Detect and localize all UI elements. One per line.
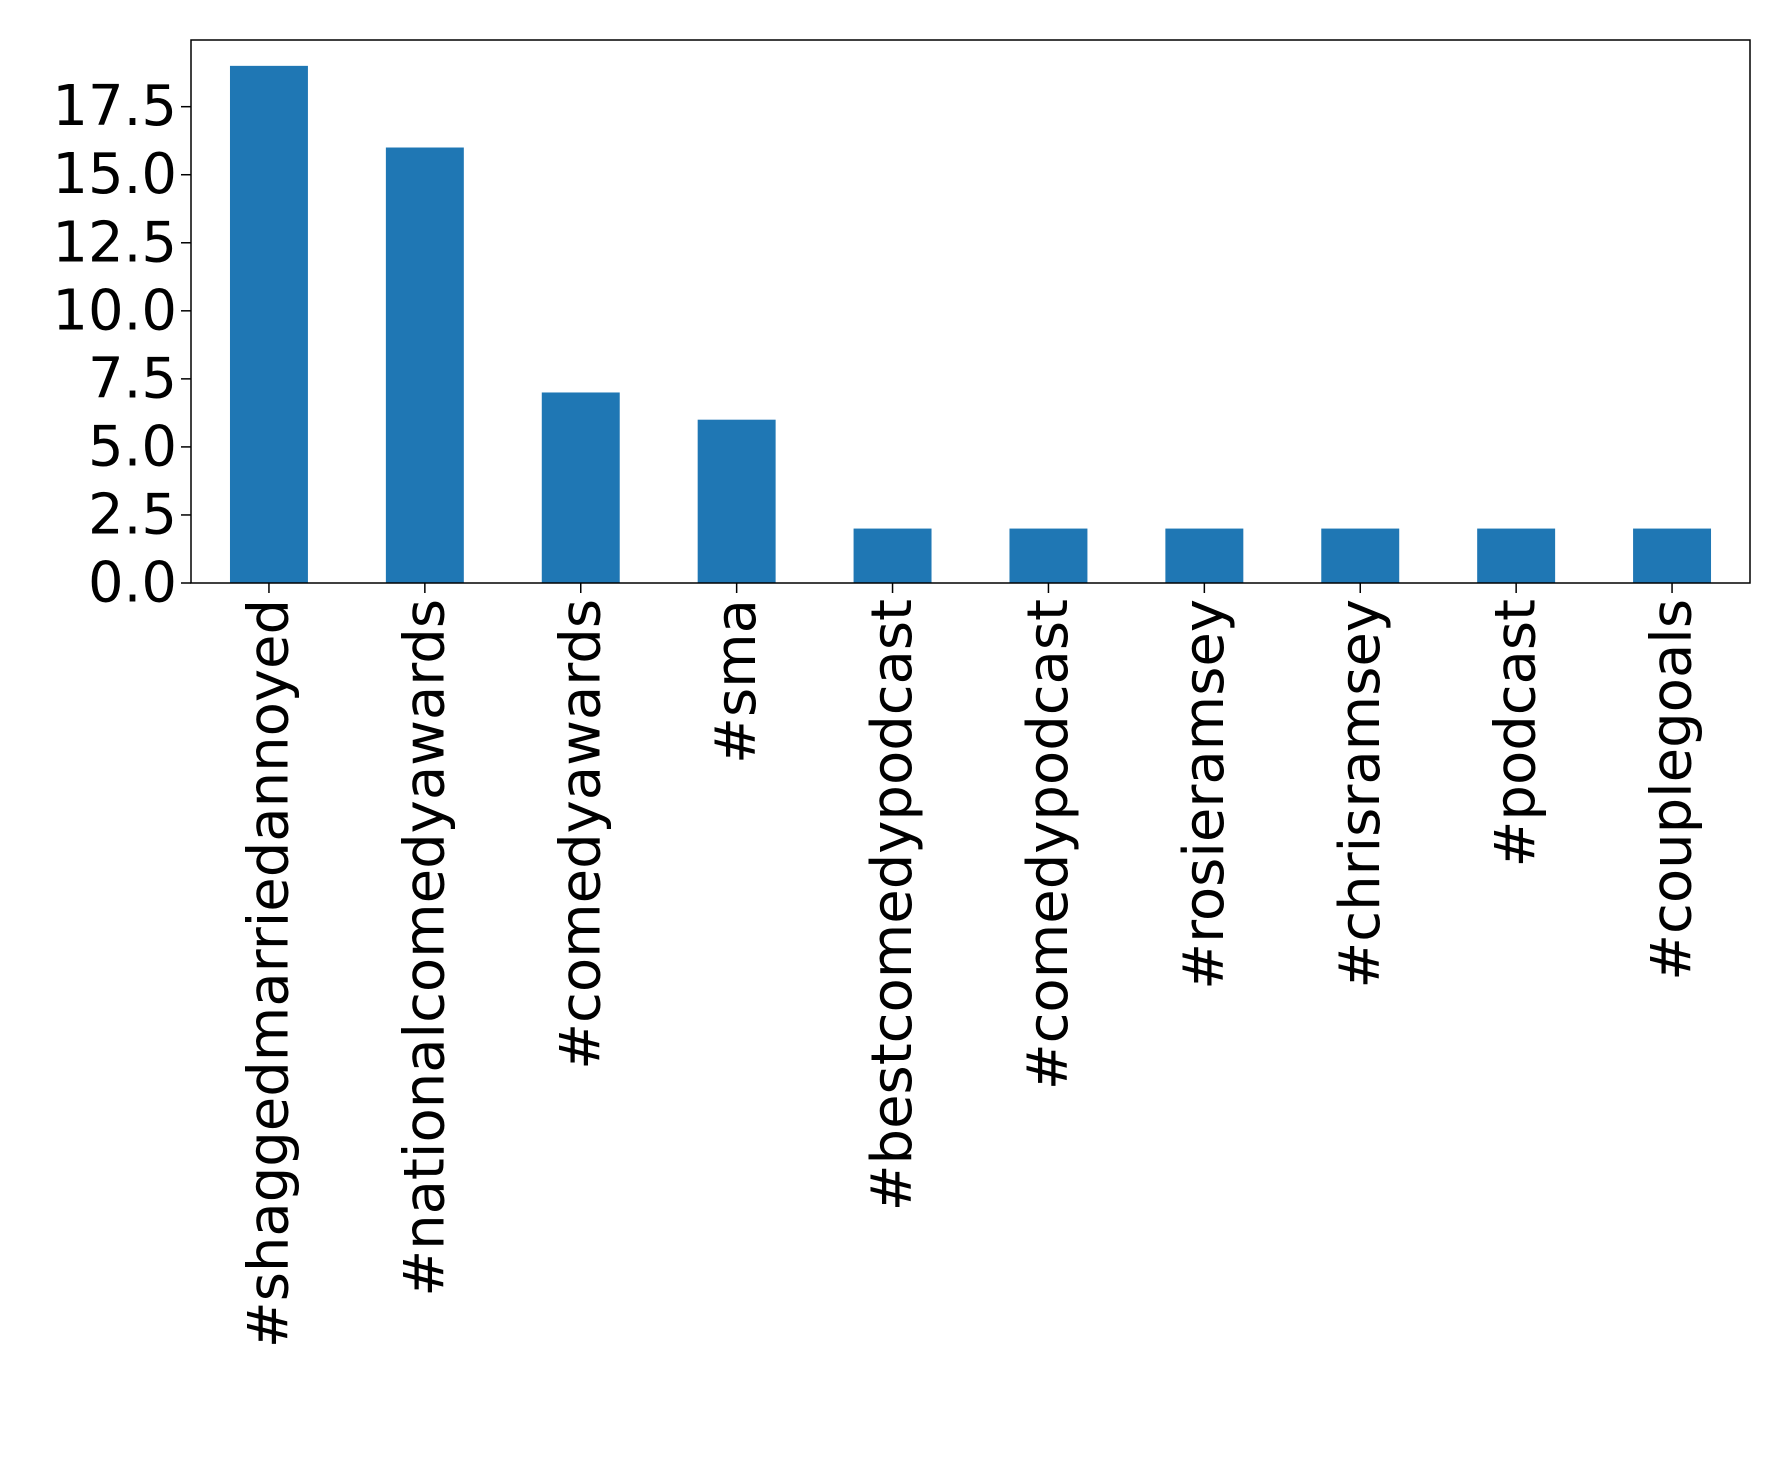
plot-frame <box>190 39 1751 584</box>
x-tick-label: #comedypodcast <box>1016 599 1081 1090</box>
bar-nationalcomedyawards <box>385 147 464 583</box>
y-tick-label: 17.5 <box>52 74 177 139</box>
y-tick-label: 5.0 <box>88 414 177 479</box>
x-tick-label: #bestcomedypodcast <box>860 599 925 1211</box>
bar-shaggedmarriedannoyed <box>229 65 308 584</box>
y-tick-label: 0.0 <box>88 551 177 616</box>
bar-couplegoals <box>1633 528 1712 583</box>
y-tick-label: 7.5 <box>88 346 177 411</box>
bar-comedypodcast <box>1009 528 1088 583</box>
x-tick-label: #rosieramsey <box>1172 599 1237 990</box>
y-tick-label: 2.5 <box>88 482 177 547</box>
bar-podcast <box>1477 528 1556 583</box>
bar-bestcomedypodcast <box>853 528 932 583</box>
x-axis: #shaggedmarriedannoyed #nationalcomedyawa… <box>236 583 1705 1348</box>
bar-rosieramsey <box>1165 528 1244 583</box>
bar-sma <box>697 419 776 583</box>
x-tick-label: #chrisramsey <box>1328 599 1393 989</box>
y-tick-label: 10.0 <box>52 278 177 343</box>
y-axis: 0.02.55.07.510.012.515.017.5 <box>52 74 191 616</box>
x-tick-label: #nationalcomedyawards <box>392 599 457 1297</box>
bars-layer <box>229 65 1712 584</box>
x-tick-label: #shaggedmarriedannoyed <box>236 599 301 1348</box>
x-tick-label: #sma <box>704 599 769 764</box>
bar-comedyawards <box>541 392 620 583</box>
y-tick-label: 15.0 <box>52 142 177 207</box>
x-tick-label: #couplegoals <box>1640 599 1705 981</box>
x-tick-label: #comedyawards <box>548 599 613 1070</box>
x-tick-label: #podcast <box>1484 599 1549 868</box>
bar-chrisramsey <box>1321 528 1400 583</box>
y-tick-label: 12.5 <box>52 210 177 275</box>
